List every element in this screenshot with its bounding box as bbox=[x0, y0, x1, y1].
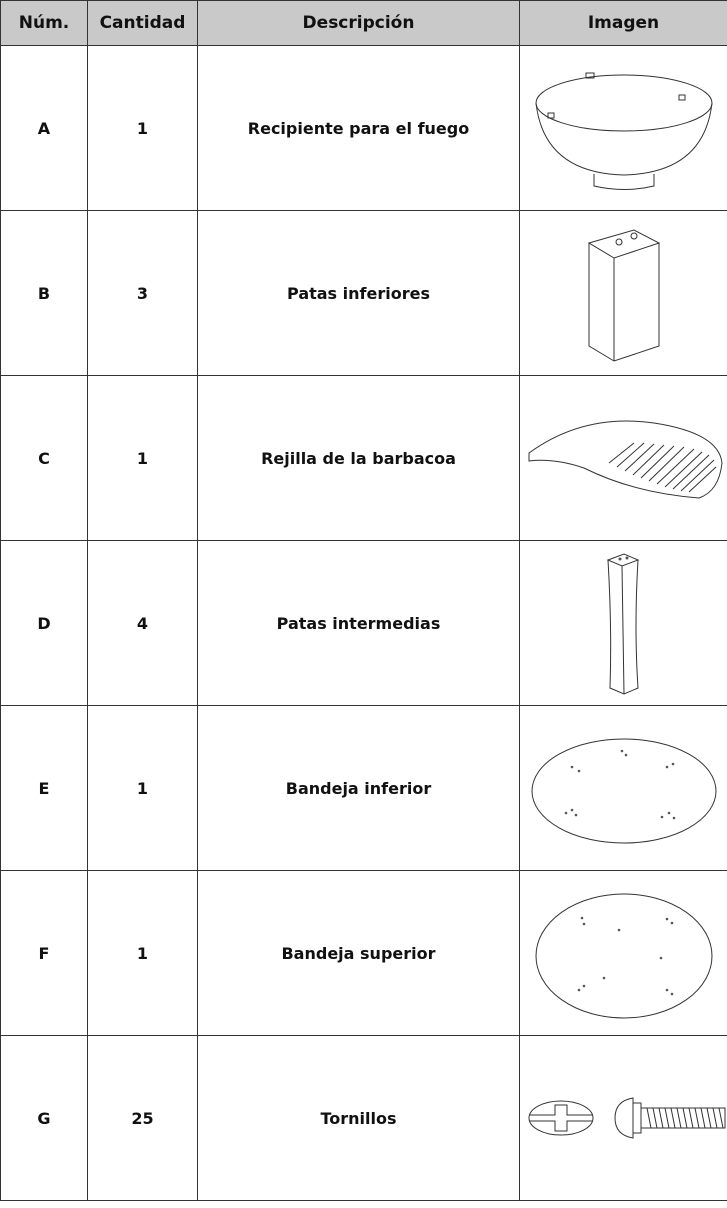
part-id: C bbox=[0, 375, 88, 541]
part-id: E bbox=[0, 705, 88, 871]
row: C 1 Rejilla de la barbacoa bbox=[0, 375, 727, 541]
header-row: Núm. Cantidad Descripción Imagen bbox=[0, 0, 727, 46]
part-id: F bbox=[0, 870, 88, 1036]
row: D 4 Patas intermedias bbox=[0, 540, 727, 706]
row: A 1 Recipiente para el fuego bbox=[0, 45, 727, 211]
row: F 1 Bandeja superior bbox=[0, 870, 727, 1036]
lower-tray-image bbox=[531, 738, 716, 844]
part-id: A bbox=[0, 45, 88, 211]
grill-grate-image bbox=[528, 420, 723, 499]
description: Patas inferiores bbox=[197, 210, 520, 376]
quantity: 3 bbox=[87, 210, 198, 376]
header-cell: Descripción bbox=[197, 0, 520, 46]
header-cell: Núm. bbox=[0, 0, 88, 46]
image-cell bbox=[519, 1035, 727, 1201]
description: Bandeja inferior bbox=[197, 705, 520, 871]
upper-tray-image bbox=[535, 893, 712, 1019]
quantity: 1 bbox=[87, 45, 198, 211]
quantity: 1 bbox=[87, 705, 198, 871]
header-cell: Imagen bbox=[519, 0, 727, 46]
lower-leg-image bbox=[587, 229, 660, 362]
quantity: 25 bbox=[87, 1035, 198, 1201]
screws-image bbox=[528, 1097, 725, 1139]
part-id: G bbox=[0, 1035, 88, 1201]
row: G 25 Tornillos bbox=[0, 1035, 727, 1201]
description: Rejilla de la barbacoa bbox=[197, 375, 520, 541]
description: Tornillos bbox=[197, 1035, 520, 1201]
quantity: 1 bbox=[87, 870, 198, 1036]
row: B 3 Patas inferiores bbox=[0, 210, 727, 376]
description: Bandeja superior bbox=[197, 870, 520, 1036]
description: Recipiente para el fuego bbox=[197, 45, 520, 211]
image-cell bbox=[519, 705, 727, 871]
image-cell bbox=[519, 870, 727, 1036]
part-id: B bbox=[0, 210, 88, 376]
description: Patas intermedias bbox=[197, 540, 520, 706]
quantity: 4 bbox=[87, 540, 198, 706]
fire-bowl-image bbox=[535, 72, 712, 190]
image-cell bbox=[519, 210, 727, 376]
image-cell bbox=[519, 45, 727, 211]
image-cell bbox=[519, 540, 727, 706]
part-id: D bbox=[0, 540, 88, 706]
image-cell bbox=[519, 375, 727, 541]
row: E 1 Bandeja inferior bbox=[0, 705, 727, 871]
header-cell: Cantidad bbox=[87, 0, 198, 46]
quantity: 1 bbox=[87, 375, 198, 541]
middle-leg-image bbox=[606, 553, 639, 695]
